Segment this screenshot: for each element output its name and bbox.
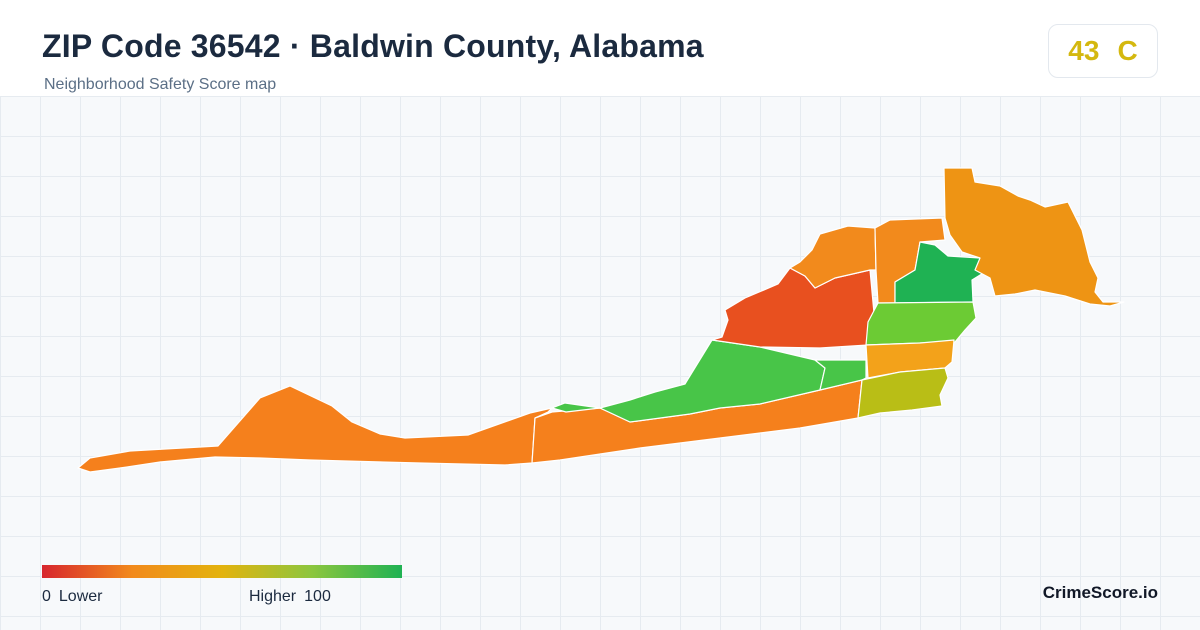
legend-min-number: 0 [42,588,51,605]
brand-logo-text[interactable]: CrimeScore.io [1042,583,1158,602]
score-value: 43 [1068,35,1100,66]
page-title: ZIP Code 36542 · Baldwin County, Alabama [42,28,704,64]
region-east-yellow[interactable] [857,367,949,419]
score-badge: 43 C [1048,24,1158,78]
page-subtitle: Neighborhood Safety Score map [44,76,277,93]
region-east-orange[interactable] [865,339,955,379]
region-north-west-red[interactable] [711,267,877,349]
region-west-peninsula[interactable] [77,385,553,473]
legend-max-number: 100 [304,588,331,605]
legend-min-text: Lower [58,588,103,605]
legend-max-label: Higher 100 [249,588,339,606]
region-east-green[interactable] [865,301,977,346]
score-grade: C [1117,35,1138,66]
map-grid-background [0,96,1200,630]
legend-gradient-bar [42,565,402,578]
legend-min-label: 0 Lower [42,588,110,606]
region-northeast-orange[interactable] [943,167,1125,307]
header: ZIP Code 36542 · Baldwin County, Alabama… [0,0,1200,96]
legend-max-text: Higher [249,588,297,605]
